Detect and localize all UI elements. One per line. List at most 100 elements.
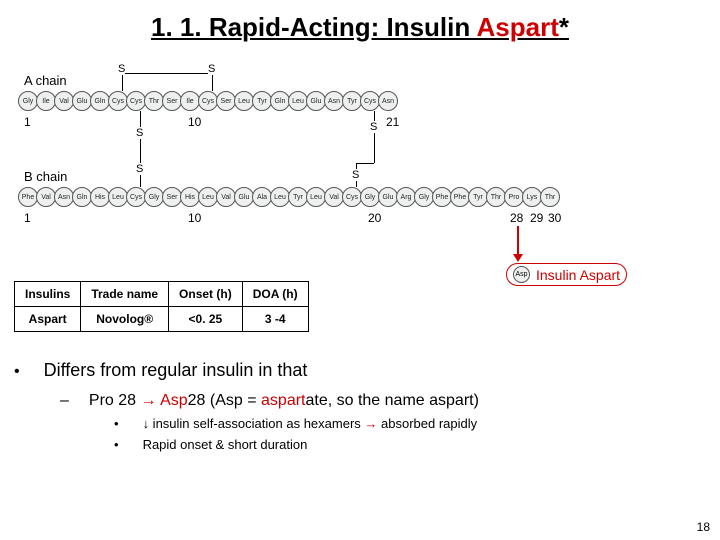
substitution-arrow-icon: [517, 226, 523, 262]
title-prefix: 1. 1. Rapid-Acting: Insulin: [151, 12, 477, 42]
callout-text: Insulin Aspart: [536, 267, 620, 283]
amino-acid-bead: Leu: [108, 187, 128, 207]
bullet-icon: •: [114, 416, 119, 431]
amino-acid-bead: Leu: [270, 187, 290, 207]
amino-acid-bead: Gln: [270, 91, 290, 111]
amino-acid-bead: Val: [216, 187, 236, 207]
amino-acid-bead: Glu: [378, 187, 398, 207]
pos-num: 21: [386, 115, 399, 129]
bullet-section: • Differs from regular insulin in that –…: [14, 360, 720, 452]
amino-acid-bead: Pro: [504, 187, 524, 207]
b-chain-row: PheValAsnGlnHisLeuCysGlySerHisLeuValGluA…: [20, 187, 560, 207]
s-label: S: [208, 63, 215, 75]
disulfide-bar: [212, 73, 213, 91]
amino-acid-bead: Gln: [72, 187, 92, 207]
amino-acid-bead: Tyr: [252, 91, 272, 111]
b-chain-label: B chain: [24, 169, 67, 184]
amino-acid-bead: Val: [54, 91, 74, 111]
bullet-lvl3: • ↓ insulin self-association as hexamers…: [114, 416, 720, 431]
s-label: S: [118, 63, 125, 75]
amino-acid-bead: Gly: [360, 187, 380, 207]
amino-acid-bead: Ser: [162, 91, 182, 111]
amino-acid-bead: Val: [36, 187, 56, 207]
amino-acid-bead: Phe: [432, 187, 452, 207]
title-highlight: Aspart: [477, 12, 559, 42]
amino-acid-bead: Asn: [324, 91, 344, 111]
table-header: Onset (h): [169, 282, 243, 307]
bullet-icon: •: [114, 437, 119, 452]
callout-bead: Asp: [513, 266, 530, 283]
pos-num: 10: [188, 115, 201, 129]
amino-acid-bead: Phe: [18, 187, 38, 207]
table-header: Insulins: [15, 282, 81, 307]
amino-acid-bead: Asn: [378, 91, 398, 111]
amino-acid-bead: Val: [324, 187, 344, 207]
amino-acid-bead: Glu: [306, 91, 326, 111]
aspart-callout: Asp Insulin Aspart: [506, 263, 627, 286]
title-suffix: *: [559, 12, 569, 42]
a-chain-row: GlyIleValGluGlnCysCysThrSerIleCysSerLeuT…: [20, 91, 398, 111]
amino-acid-bead: Ser: [162, 187, 182, 207]
amino-acid-bead: Ala: [252, 187, 272, 207]
insulin-properties-table: Insulins Trade name Onset (h) DOA (h) As…: [14, 281, 309, 332]
amino-acid-bead: Gln: [90, 91, 110, 111]
pos-num: 1: [24, 115, 31, 129]
amino-acid-bead: Cys: [126, 91, 146, 111]
disulfide-bar: [122, 73, 123, 91]
table-cell: Aspart: [15, 307, 81, 332]
amino-acid-bead: His: [180, 187, 200, 207]
amino-acid-bead: Thr: [540, 187, 560, 207]
page-number: 18: [697, 520, 710, 534]
pos-num: 1: [24, 211, 31, 225]
amino-acid-bead: Phe: [450, 187, 470, 207]
bullet-lvl3: • Rapid onset & short duration: [114, 437, 720, 452]
pos-num: 28: [510, 211, 523, 225]
amino-acid-bead: Gly: [144, 187, 164, 207]
bullet-lvl1: • Differs from regular insulin in that: [14, 360, 720, 384]
table-cell: Novolog®: [81, 307, 169, 332]
page-title: 1. 1. Rapid-Acting: Insulin Aspart*: [0, 0, 720, 43]
disulfide-bar: [374, 111, 375, 163]
pos-num: 30: [548, 211, 561, 225]
table-row: Aspart Novolog® <0. 25 3 -4: [15, 307, 309, 332]
a-chain-label: A chain: [24, 73, 67, 88]
table-header-row: Insulins Trade name Onset (h) DOA (h): [15, 282, 309, 307]
insulin-structure-diagram: A chain GlyIleValGluGlnCysCysThrSerIleCy…: [18, 71, 702, 271]
amino-acid-bead: Tyr: [288, 187, 308, 207]
table-cell: <0. 25: [169, 307, 243, 332]
s-label: S: [136, 163, 143, 175]
s-label: S: [136, 127, 143, 139]
pos-num: 10: [188, 211, 201, 225]
amino-acid-bead: Leu: [198, 187, 218, 207]
amino-acid-bead: Gly: [18, 91, 38, 111]
amino-acid-bead: Cys: [342, 187, 362, 207]
bullet-text: ↓ insulin self-association as hexamers →…: [143, 416, 478, 431]
dash-icon: –: [60, 392, 69, 410]
amino-acid-bead: Cys: [108, 91, 128, 111]
table-header: Trade name: [81, 282, 169, 307]
amino-acid-bead: Cys: [360, 91, 380, 111]
amino-acid-bead: Leu: [288, 91, 308, 111]
amino-acid-bead: Ile: [36, 91, 56, 111]
bullet-text: Pro 28 → Asp28 (Asp = aspartate, so the …: [89, 392, 479, 410]
amino-acid-bead: Cys: [198, 91, 218, 111]
s-label: S: [370, 121, 377, 133]
amino-acid-bead: Tyr: [468, 187, 488, 207]
bullet-text: Differs from regular insulin in that: [44, 360, 308, 381]
amino-acid-bead: Ser: [216, 91, 236, 111]
pos-num: 29: [530, 211, 543, 225]
amino-acid-bead: Tyr: [342, 91, 362, 111]
bullet-lvl2: – Pro 28 → Asp28 (Asp = aspartate, so th…: [60, 392, 720, 410]
amino-acid-bead: Leu: [306, 187, 326, 207]
arrow-icon: →: [364, 416, 377, 431]
amino-acid-bead: Arg: [396, 187, 416, 207]
amino-acid-bead: Gly: [414, 187, 434, 207]
table-cell: 3 -4: [242, 307, 308, 332]
amino-acid-bead: Asn: [54, 187, 74, 207]
amino-acid-bead: Ile: [180, 91, 200, 111]
amino-acid-bead: Glu: [234, 187, 254, 207]
disulfide-bar: [140, 111, 141, 187]
amino-acid-bead: Cys: [126, 187, 146, 207]
bullet-text: Rapid onset & short duration: [143, 437, 308, 452]
amino-acid-bead: Thr: [486, 187, 506, 207]
